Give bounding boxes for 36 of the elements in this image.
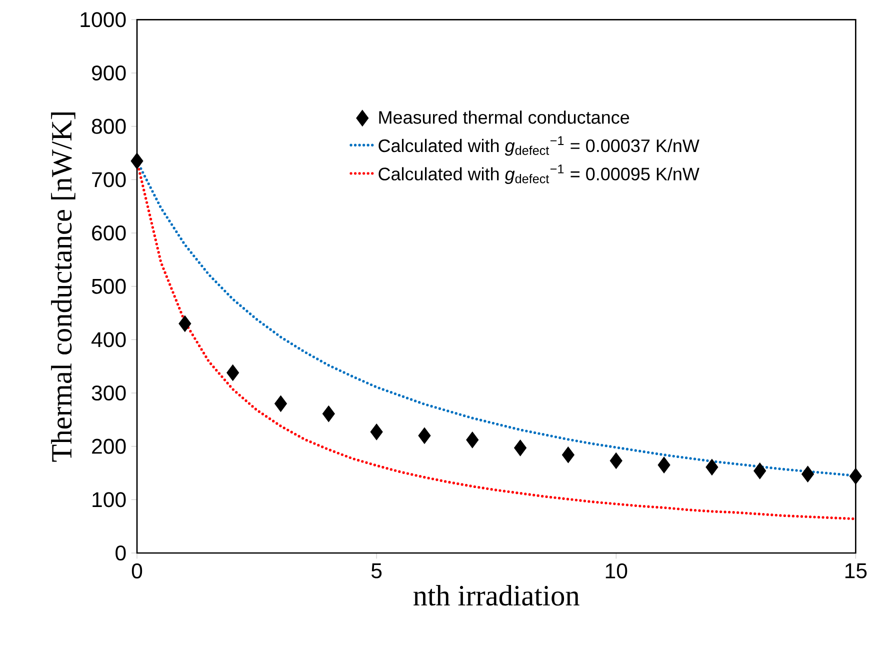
point: [658, 456, 670, 474]
point: [418, 427, 431, 444]
point: [610, 452, 622, 470]
y-tick-label: 700: [92, 172, 126, 188]
y-tick-label: 300: [92, 385, 126, 401]
y-tick-label: 500: [92, 278, 126, 294]
legend-label: Calculated with g$_{defect}$$^{−1}$ = 0.00037 K/nW: [378, 136, 700, 156]
point: [562, 446, 574, 464]
point: [849, 468, 862, 484]
point: [514, 440, 527, 456]
point: [226, 364, 240, 381]
x-tick-label: 10: [606, 563, 628, 579]
y-tick-label: 200: [92, 438, 126, 454]
x-tick-label: 15: [845, 563, 867, 578]
point: [178, 315, 192, 332]
point: [466, 432, 479, 448]
point: [274, 395, 288, 412]
y-tick-label: 600: [92, 225, 126, 241]
point: [754, 462, 766, 480]
point: [801, 466, 814, 482]
y-tick-label: 800: [92, 118, 126, 134]
point: [370, 424, 383, 440]
point: [322, 406, 335, 422]
y-tick-label: 1000: [80, 12, 126, 28]
y-axis-title: Thermal conductance [nW/K]: [51, 112, 76, 462]
legend-label: Measured thermal conductance: [379, 110, 630, 124]
x-axis-title: nth irradiation: [414, 585, 580, 606]
y-tick-label: 900: [92, 65, 126, 81]
point: [706, 458, 718, 476]
y-tick-label: 100: [92, 492, 126, 508]
y-tick-label: 0: [116, 545, 126, 561]
y-tick-label: 400: [91, 332, 126, 348]
x-tick-label: 5: [371, 563, 382, 578]
legend-label: Calculated with g$_{defect}$$^{−1}$ = 0.00095 K/nW: [378, 164, 700, 184]
point: [130, 152, 144, 170]
x-tick-label: 0: [132, 563, 142, 579]
